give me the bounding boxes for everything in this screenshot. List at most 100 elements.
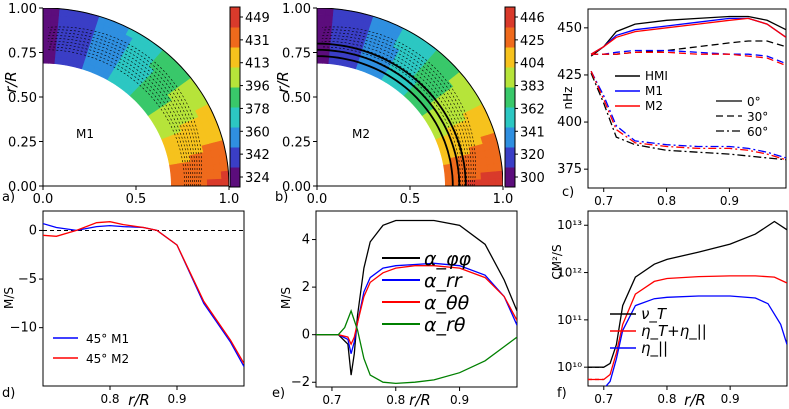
legend-label: α_θθ <box>424 292 470 314</box>
colorbar-tick-label: 342 <box>245 148 270 163</box>
y-tick-label: 0.25 <box>282 136 311 151</box>
outer-arc <box>43 8 229 186</box>
legend-label: α_φφ <box>424 248 472 270</box>
y-tick-label: −10 <box>10 321 37 336</box>
heatmap-cell <box>480 171 489 180</box>
series-line <box>316 262 517 354</box>
x-tick-label: 0.8 <box>100 392 119 406</box>
heatmap-cell <box>43 35 51 43</box>
y-tick-label: 0.50 <box>8 91 37 106</box>
heatmap-cell <box>486 163 496 173</box>
y-tick-label: 0 <box>302 328 310 343</box>
heatmap-cell <box>317 14 326 23</box>
colorbar-tick-label: 425 <box>520 34 545 49</box>
heatmap-cell <box>336 36 345 46</box>
colorbar-swatch <box>230 27 240 48</box>
contour-line <box>321 32 472 186</box>
panel-d-label: d) <box>2 386 15 401</box>
colorbar-tick-label: 383 <box>520 80 545 95</box>
colorbar-swatch <box>505 67 515 88</box>
colorbar-swatch <box>230 127 240 148</box>
y-tick-label: 1.00 <box>282 2 311 17</box>
x-tick-label: 0.9 <box>721 392 740 406</box>
series-line <box>43 221 244 364</box>
panel-c-yticks: 375 400 425 450 <box>557 21 588 177</box>
heatmap-cell <box>199 171 208 180</box>
panel-f-ylabel: CM²/S <box>550 244 564 279</box>
heatmap-cell <box>317 35 325 43</box>
panel-b: M2 r/R 0.00 0.25 0.50 0.75 1.00 0.0 0.5 1.0 44… <box>274 2 545 207</box>
panel-d-xticks: 0.8 0.9 <box>100 386 187 406</box>
y-tick-label: 400 <box>557 115 582 130</box>
panel-f-xlabel: r/R <box>684 391 706 409</box>
y-tick-label: −2 <box>291 375 310 390</box>
x-tick-label: 0.8 <box>657 392 676 406</box>
heatmap-cell <box>205 164 215 173</box>
heatmap-cell <box>199 178 208 186</box>
heatmap-cell <box>487 170 496 180</box>
heatmap-cell <box>43 21 51 30</box>
panel-c-plot <box>590 15 786 161</box>
y-tick-label: −5 <box>18 272 37 287</box>
y-tick-label: 0.75 <box>282 47 311 62</box>
panel-b-model-label: M2 <box>352 127 370 141</box>
heatmap-cell <box>331 15 341 24</box>
y-tick-label: 4 <box>302 233 310 248</box>
x-tick-label: 0.7 <box>594 392 613 406</box>
x-tick-label: 0.9 <box>450 393 469 407</box>
y-tick-label: 0.75 <box>8 47 37 62</box>
contour-line <box>321 38 468 186</box>
panel-d-xlabel: r/R <box>128 391 150 409</box>
heatmap-cell <box>494 170 503 179</box>
panel-f-xticks: 0.7 0.8 0.9 <box>594 386 740 406</box>
heatmap-cell <box>444 180 453 186</box>
panel-e-xticks: 0.7 0.8 0.9 <box>322 387 469 407</box>
heatmap-cell <box>495 177 503 186</box>
contour-line <box>322 26 476 186</box>
contour-line <box>47 43 189 186</box>
heatmap-cell <box>50 14 59 23</box>
legend-label: η_T+η_|| <box>641 322 707 341</box>
series-line <box>588 275 787 381</box>
colorbar-swatch <box>230 87 240 108</box>
series-line <box>316 308 517 385</box>
panel-e-legend: α_φφα_rrα_θθα_rθ <box>382 248 472 336</box>
contour-line <box>47 32 198 186</box>
panel-b-label: b) <box>275 190 288 205</box>
heatmap-cell <box>50 8 60 16</box>
heatmap-cell <box>62 36 71 46</box>
heatmap-cell <box>324 8 334 16</box>
style-legend-label: 30° <box>747 110 768 124</box>
heatmap-cell <box>220 170 229 179</box>
series-line <box>590 15 786 57</box>
y-tick-label: 0.00 <box>282 180 311 195</box>
colorbar-tick-label: 362 <box>520 102 545 117</box>
panel-a-colorbar: 449 431 413 396 378 360 342 324 <box>229 6 270 188</box>
heatmap-cell <box>212 163 222 173</box>
contour-line <box>47 38 194 186</box>
colorbar-tick-label: 413 <box>245 57 270 72</box>
y-tick-label: 10¹⁰ <box>557 360 582 374</box>
contour-line <box>321 35 470 186</box>
colorbar-swatch <box>505 27 515 48</box>
colorbar-tick-label: 431 <box>245 34 270 49</box>
heatmap-cell <box>214 178 223 186</box>
panel-b-xticks: 0.0 0.5 1.0 <box>307 186 513 207</box>
series-line <box>591 49 786 65</box>
y-tick-label: 375 <box>557 162 582 177</box>
y-tick-label: 425 <box>557 68 582 83</box>
x-tick-label: 0.7 <box>322 393 341 407</box>
heatmap-cell <box>57 22 66 31</box>
panel-e-xlabel: r/R <box>409 391 431 409</box>
colorbar-tick-label: 449 <box>245 11 270 26</box>
legend-label: HMI <box>645 69 668 83</box>
panel-f-label: f) <box>557 386 567 401</box>
series-line <box>590 72 786 161</box>
heatmap-cell <box>49 35 58 44</box>
panel-b-plot <box>317 8 503 186</box>
series-line <box>591 40 786 55</box>
colorbar-swatch <box>230 47 240 68</box>
panel-d-legend: 45° M1 45° M2 <box>53 332 129 366</box>
heatmap-cell <box>221 177 229 186</box>
